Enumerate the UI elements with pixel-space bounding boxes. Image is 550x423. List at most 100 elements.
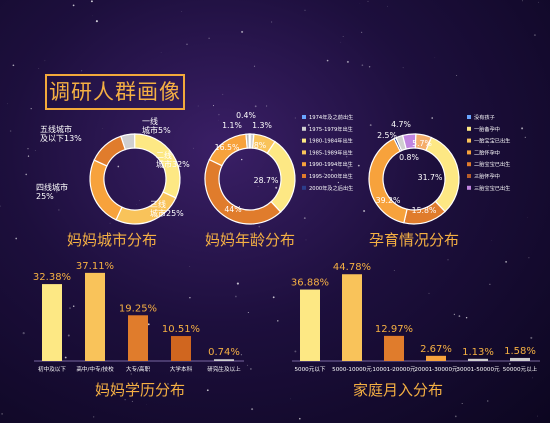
slice-label: 8%: [254, 141, 266, 150]
star: [489, 283, 491, 285]
star: [44, 60, 46, 62]
slice-label-line: 0.8%: [399, 153, 419, 162]
bar-value-label: 32.38%: [33, 272, 71, 283]
bar: [85, 272, 105, 361]
star: [147, 323, 150, 326]
donut-chart-1: 一线城市5% 二线城市32% 三线城市25% 四线城市 25% 五线城市及以下13% 妈妈城…: [36, 116, 190, 249]
star: [505, 260, 508, 263]
star: [58, 209, 60, 211]
bar: [300, 289, 320, 361]
legend-label: 1980-1984年出生: [309, 137, 353, 145]
star: [69, 307, 71, 310]
star: [536, 415, 538, 417]
star: [323, 173, 325, 175]
legend-swatch: [467, 126, 471, 131]
legend-label: 2000年及之后出生: [309, 184, 353, 192]
star: [453, 313, 456, 316]
legend-label: 三胎宝宝已出生: [474, 184, 510, 192]
star: [247, 312, 249, 313]
star: [337, 181, 340, 184]
slice-label-line: 五线城市: [40, 124, 72, 134]
star: [369, 124, 372, 127]
star: [38, 68, 40, 69]
star: [530, 336, 533, 339]
slice-label-line: 四线城市: [36, 182, 68, 192]
star: [304, 9, 306, 11]
slice-label-line: 2.5%: [377, 131, 397, 140]
slice-label-line: 5.7%: [412, 139, 432, 148]
legend-label: 一胎宝宝已出生: [474, 137, 510, 145]
donut-slice: [93, 135, 127, 167]
star: [95, 20, 98, 23]
star: [81, 70, 83, 72]
legend-swatch: [302, 126, 306, 131]
star: [300, 139, 302, 141]
legend-label: 二胎宝宝已出生: [474, 160, 510, 168]
bar-value-label: 0.74%: [208, 347, 240, 358]
star: [240, 354, 243, 356]
star: [346, 60, 349, 63]
legend-swatch: [302, 115, 306, 119]
star: [30, 107, 32, 110]
star: [340, 41, 342, 43]
donut-slice: [401, 133, 417, 150]
slice-label-line: 16.5%: [215, 143, 240, 152]
star: [491, 240, 493, 241]
star: [189, 297, 191, 299]
legend-swatch: [467, 162, 471, 167]
bar: [468, 358, 488, 361]
star: [266, 105, 268, 107]
slice-label-line: 28.7%: [254, 176, 279, 185]
star: [299, 417, 301, 420]
bar-category-label: 30001-50000元: [456, 366, 500, 373]
star: [307, 124, 310, 126]
slice-label: 四线城市 25%: [36, 182, 68, 201]
donut-slice: [204, 158, 282, 225]
legend-label: 没有孩子: [474, 113, 495, 121]
star: [130, 373, 132, 375]
star: [0, 205, 1, 207]
star: [361, 369, 362, 371]
slice-label-line: 1.3%: [252, 121, 272, 130]
star: [254, 105, 257, 108]
star: [258, 225, 261, 228]
slice-label-line: 城市5%: [142, 125, 171, 135]
star: [160, 51, 162, 53]
slice-label: 1.3%: [252, 121, 272, 130]
slice-label: 5.7%: [412, 139, 432, 148]
bar-value-label: 36.88%: [291, 278, 329, 289]
star: [321, 278, 324, 281]
star: [123, 238, 126, 240]
star: [532, 377, 533, 379]
slice-label: 五线城市及以下13%: [40, 124, 82, 143]
slice-label: 4.7%: [391, 120, 411, 129]
slice-label: 0.8%: [399, 153, 419, 162]
slice-label-line: 39.2%: [376, 196, 401, 205]
bar: [42, 284, 62, 361]
legend-label: 1975-1979年出生: [309, 125, 353, 133]
star: [465, 316, 468, 319]
star: [93, 416, 95, 418]
bar-chart-5: 36.88% 5000元以下 44.78% 5000-10000元 12.97% 1000…: [291, 262, 540, 399]
bar-category-label: 5000-10000元: [332, 366, 372, 373]
star: [27, 148, 29, 150]
slice-label-line: 15.8%: [412, 206, 437, 215]
star: [12, 64, 15, 67]
star: [367, 0, 369, 2]
star: [197, 105, 199, 107]
star: [90, 0, 93, 3]
star: [92, 15, 94, 17]
star: [65, 186, 68, 189]
bar-category-label: 50000元以上: [503, 365, 538, 373]
star: [522, 0, 523, 2]
bar: [171, 336, 191, 361]
star: [136, 204, 137, 205]
star: [42, 372, 43, 373]
bar: [214, 359, 234, 361]
bar-value-label: 2.67%: [420, 344, 452, 355]
star: [222, 93, 224, 95]
star: [15, 237, 18, 240]
star: [357, 164, 360, 167]
star: [476, 174, 478, 176]
legend-swatch: [302, 185, 306, 190]
